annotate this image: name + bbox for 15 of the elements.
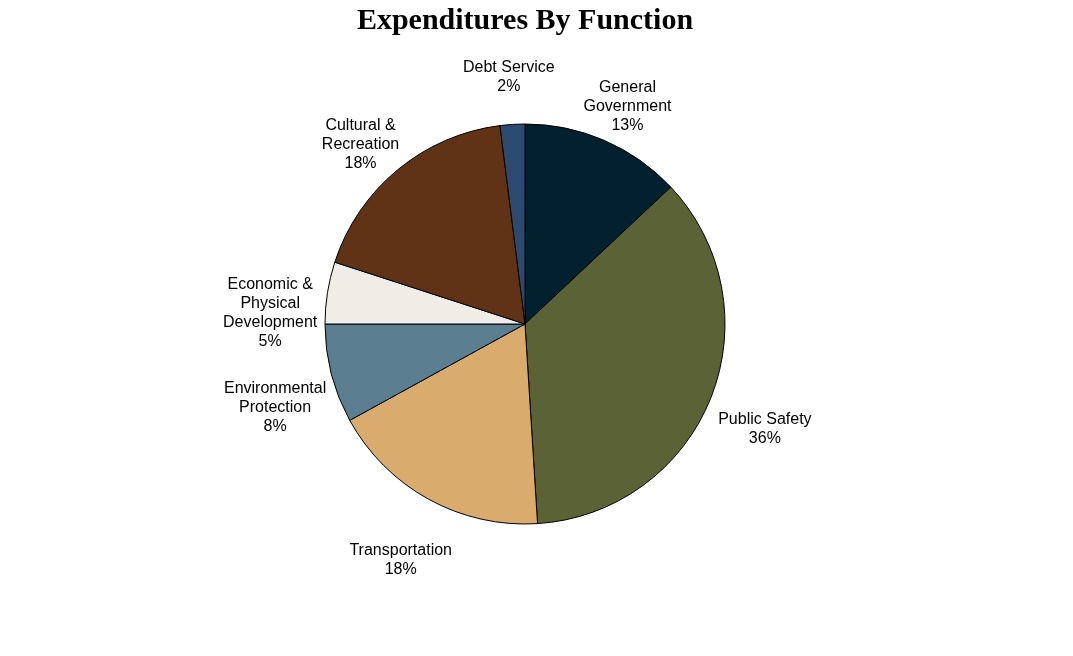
slice-label: Debt Service: [463, 57, 555, 75]
slice-label: Transportation: [349, 541, 452, 559]
data-label: 13%: [611, 116, 644, 134]
data-label: 8%: [263, 417, 287, 435]
data-label: 18%: [344, 154, 377, 172]
slice-label: Environmental Protection: [223, 379, 327, 416]
chart-title: Expenditures By Function: [356, 2, 694, 35]
data-label: 18%: [384, 560, 417, 578]
slice-label: Cultural & Recreation: [321, 116, 400, 153]
slice-label: Public Safety: [718, 409, 812, 427]
data-label: 2%: [497, 76, 521, 94]
slice-label: General Government: [583, 78, 673, 115]
data-label: 36%: [748, 428, 781, 446]
slice-label: Economic & Physical Development: [223, 274, 318, 330]
data-label: 5%: [258, 331, 282, 349]
